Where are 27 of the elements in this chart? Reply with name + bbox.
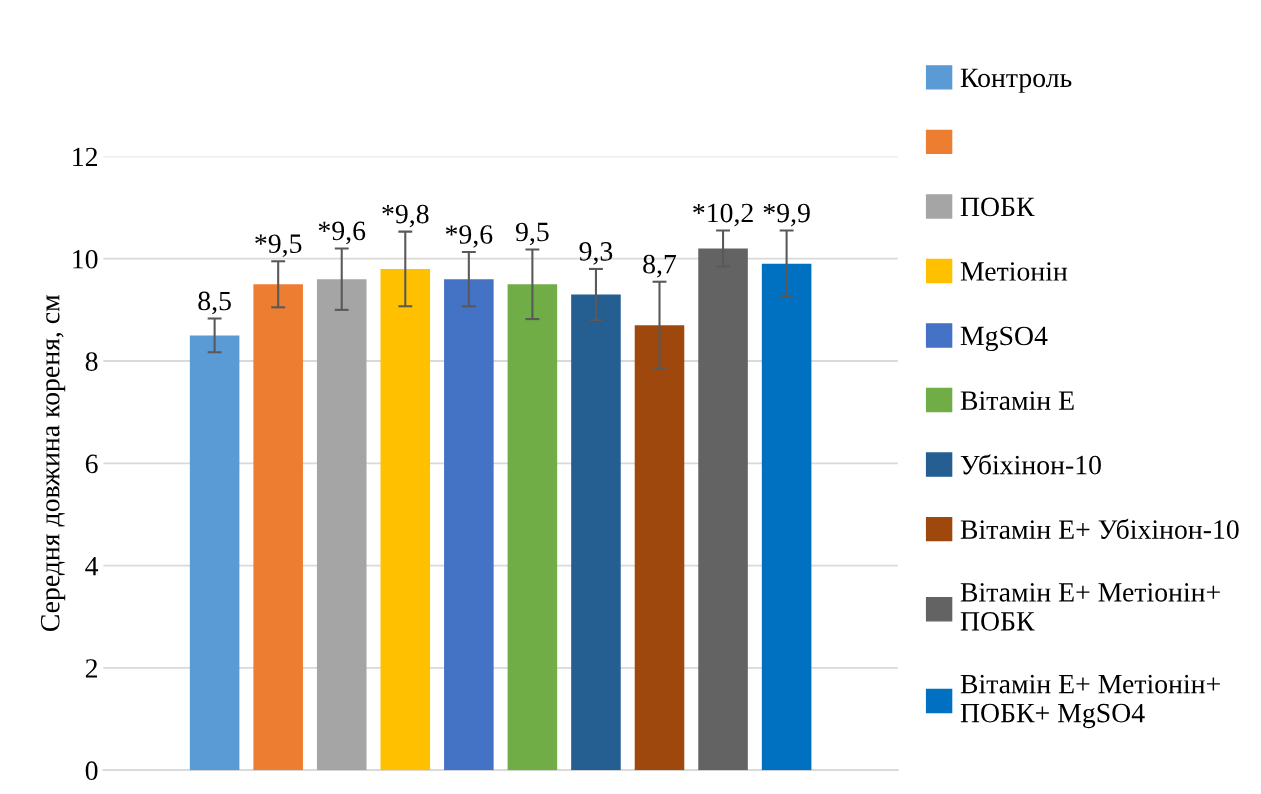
data-label: 9,3 xyxy=(579,242,613,265)
data-label: 8,7 xyxy=(643,254,677,278)
legend-label: Вітамін Е+ Убіхінон-10 xyxy=(960,518,1239,539)
y-tick-label: 0 xyxy=(85,761,98,781)
data-label: *9,9 xyxy=(763,203,810,227)
legend-label: Убіхінон-10 xyxy=(960,454,1101,475)
legend-label: Вітамін Е+ Метіонін+ ПОБК+ MgSO4 xyxy=(960,674,1220,729)
data-label: 9,5 xyxy=(515,222,549,246)
y-tick-label: 10 xyxy=(73,249,98,269)
legend-label: Вітамін Е+ Метіонін+ ПОБК xyxy=(960,583,1220,631)
data-label: *9,5 xyxy=(255,234,302,258)
data-label: *9,6 xyxy=(318,221,366,245)
data-label: *9,6 xyxy=(445,225,493,248)
y-tick-label: 12 xyxy=(73,147,98,167)
legend-label: MgSO4 xyxy=(960,326,1048,352)
y-tick-label: 6 xyxy=(85,454,98,474)
legend-label: ПОБК xyxy=(960,197,1035,217)
data-label: *10,2 xyxy=(693,203,753,227)
y-tick-label: 8 xyxy=(85,352,98,371)
legend-label: Контроль xyxy=(960,68,1072,93)
y-axis-title: Середня довжина кореня, см xyxy=(40,295,66,632)
data-label: *9,8 xyxy=(382,204,429,228)
legend-label: Вітамін Е xyxy=(960,391,1074,410)
y-tick-label: 2 xyxy=(85,659,98,678)
y-tick-label: 4 xyxy=(85,556,99,576)
data-label: 8,5 xyxy=(198,291,231,315)
legend-label: Метіонін xyxy=(960,262,1068,281)
